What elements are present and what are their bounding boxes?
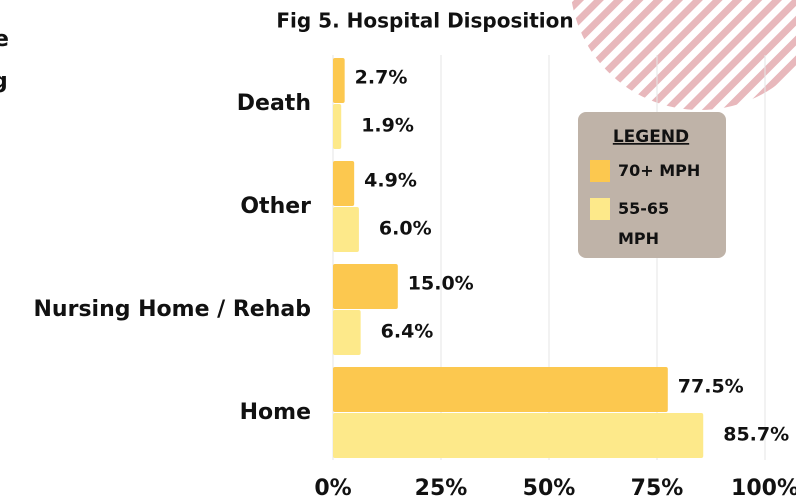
value-label: 85.7% xyxy=(723,424,789,446)
y-tick-label: Death xyxy=(237,91,311,116)
bar xyxy=(333,367,668,412)
value-label: 15.0% xyxy=(408,273,474,295)
decoration xyxy=(570,0,796,110)
legend: LEGEND 70+ MPH 55-65 MPH xyxy=(578,112,726,258)
legend-swatch xyxy=(590,160,610,182)
legend-title: LEGEND xyxy=(613,127,689,147)
value-label: 1.9% xyxy=(361,115,414,137)
chart: e g Fig 5. Hospital Disposition 0% 25% 50%… xyxy=(0,0,796,499)
value-label: 2.7% xyxy=(355,67,408,89)
value-label: 4.9% xyxy=(364,170,417,192)
bar xyxy=(333,207,359,252)
legend-entry: 55-65 MPH xyxy=(618,194,718,258)
legend-swatch xyxy=(590,198,610,220)
cropped-text: e xyxy=(0,27,9,52)
x-tick-label: 25% xyxy=(415,476,468,499)
y-tick-label: Home xyxy=(240,400,311,425)
x-tick-label: 100% xyxy=(731,476,796,499)
bar xyxy=(333,310,361,355)
x-tick-label: 0% xyxy=(314,476,351,499)
cropped-text: g xyxy=(0,69,8,94)
chart-title: Fig 5. Hospital Disposition xyxy=(276,9,573,33)
bar xyxy=(333,58,345,103)
x-tick-label: 50% xyxy=(523,476,576,499)
bar xyxy=(333,161,354,206)
value-label: 6.0% xyxy=(379,218,432,240)
legend-label: 70+ MPH xyxy=(618,156,718,186)
bar xyxy=(333,264,398,309)
legend-label: 55-65 MPH xyxy=(618,194,673,254)
value-label: 77.5% xyxy=(678,376,744,398)
x-tick-label: 75% xyxy=(631,476,684,499)
bar xyxy=(333,413,703,458)
bar xyxy=(333,104,341,149)
value-label: 6.4% xyxy=(381,321,434,343)
y-tick-label: Other xyxy=(240,194,311,219)
y-tick-label: Nursing Home / Rehab xyxy=(34,297,311,322)
